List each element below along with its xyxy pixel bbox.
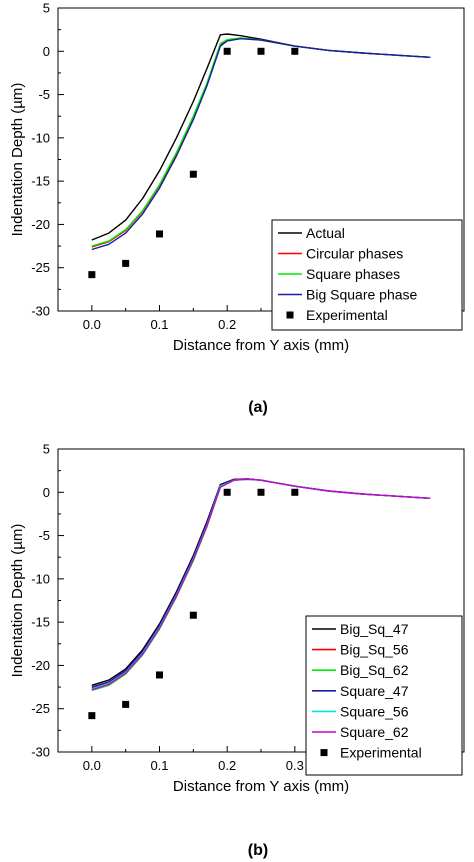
y-tick-label: -25 bbox=[31, 260, 50, 275]
legend-marker bbox=[320, 749, 328, 757]
x-axis-title: Distance from Y axis (mm) bbox=[173, 778, 349, 795]
series-experimental-point bbox=[189, 170, 197, 178]
legend-label: Square_62 bbox=[340, 724, 409, 740]
series-experimental-point bbox=[223, 47, 231, 55]
x-tick-label: 0.2 bbox=[218, 758, 236, 773]
x-tick-label: 0.3 bbox=[286, 758, 304, 773]
y-tick-label: -30 bbox=[31, 304, 50, 319]
y-tick-label: -25 bbox=[31, 701, 50, 716]
y-tick-label: -10 bbox=[31, 130, 50, 145]
y-tick-label: -20 bbox=[31, 658, 50, 673]
legend-label: Big_Sq_62 bbox=[340, 662, 409, 678]
legend-box bbox=[271, 219, 463, 331]
legend-label: Big Square phase bbox=[306, 287, 418, 303]
legend-marker bbox=[286, 311, 294, 319]
y-tick-label: -5 bbox=[38, 87, 50, 102]
series-experimental-point bbox=[291, 488, 299, 496]
y-tick-label: 0 bbox=[43, 485, 50, 500]
legend-label: Square_56 bbox=[340, 703, 409, 719]
y-tick-label: 5 bbox=[43, 1, 50, 16]
legend-label: Actual bbox=[306, 225, 345, 241]
series-square-62-line bbox=[91, 478, 431, 691]
legend: Actual Circular phases Square phases Big Sq… bbox=[271, 219, 463, 331]
series-experimental-point bbox=[88, 271, 96, 279]
y-tick-label: -15 bbox=[31, 615, 50, 630]
chart-panel-a: 0.00.10.20.30.40.550-5-10-15-20-25-30Dis… bbox=[9, 1, 465, 416]
series-experimental-point bbox=[156, 230, 163, 238]
x-tick-label: 0.1 bbox=[150, 317, 168, 332]
series-actual-line bbox=[91, 33, 431, 241]
legend-label: Square_47 bbox=[340, 683, 409, 699]
legend-label: Big_Sq_47 bbox=[340, 621, 409, 637]
y-tick-label: -15 bbox=[31, 174, 50, 189]
series-experimental-point bbox=[156, 671, 163, 679]
panel-label: (b) bbox=[248, 842, 268, 859]
legend-label: Big_Sq_56 bbox=[340, 642, 409, 658]
series-experimental-point bbox=[257, 47, 265, 55]
series-experimental-point bbox=[189, 611, 197, 619]
series-big-square-phase-line bbox=[91, 38, 431, 251]
y-tick-label: -10 bbox=[31, 571, 50, 586]
chart-panel-b: 0.00.10.20.30.40.550-5-10-15-20-25-30Dis… bbox=[9, 442, 465, 859]
legend-label: Experimental bbox=[340, 745, 422, 761]
series-circular-phases-line bbox=[91, 37, 431, 248]
series-experimental-point bbox=[257, 488, 265, 496]
legend-label: Square phases bbox=[306, 266, 400, 282]
series-experimental-point bbox=[223, 488, 231, 496]
x-tick-label: 0.0 bbox=[83, 317, 101, 332]
x-tick-label: 0.2 bbox=[218, 317, 236, 332]
legend-label: Experimental bbox=[306, 307, 388, 323]
y-tick-label: -20 bbox=[31, 217, 50, 232]
series-experimental-point bbox=[291, 47, 299, 55]
y-tick-label: -30 bbox=[31, 745, 50, 760]
panel-label: (a) bbox=[248, 399, 268, 416]
y-axis-title: Indentation Depth (µm) bbox=[9, 83, 26, 237]
series-experimental-point bbox=[122, 259, 130, 267]
y-tick-label: 0 bbox=[43, 44, 50, 59]
x-tick-label: 0.1 bbox=[150, 758, 168, 773]
legend: Big_Sq_47 Big_Sq_56 Big_Sq_62 Square_47 Squa… bbox=[305, 615, 463, 776]
series-experimental-point bbox=[88, 712, 96, 720]
series-experimental-point bbox=[122, 700, 130, 708]
y-tick-label: -5 bbox=[38, 528, 50, 543]
x-tick-label: 0.0 bbox=[83, 758, 101, 773]
x-axis-title: Distance from Y axis (mm) bbox=[173, 337, 349, 354]
legend-box bbox=[305, 615, 463, 776]
y-axis-title: Indentation Depth (µm) bbox=[9, 524, 26, 678]
legend-label: Circular phases bbox=[306, 246, 403, 262]
y-tick-label: 5 bbox=[43, 442, 50, 457]
